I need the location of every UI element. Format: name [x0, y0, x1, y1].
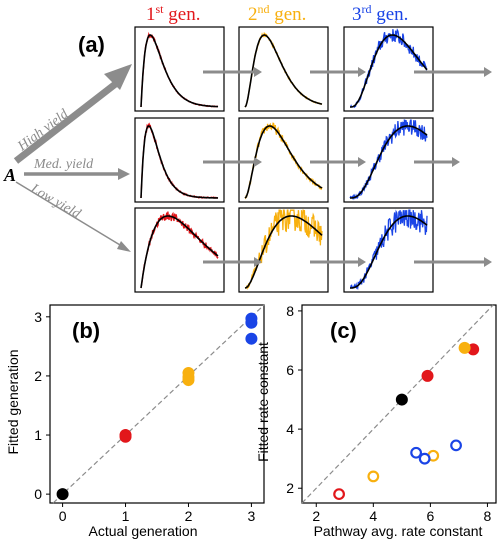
panel-b-xtick-label: 3	[248, 508, 256, 524]
mini-panels	[134, 26, 434, 293]
panel-c-point	[395, 393, 408, 406]
panel-b: (b) Actual generation Fitted generation …	[5, 304, 265, 539]
fit-curve-r3-c3	[350, 215, 428, 289]
gen-arrowhead-r2-s2	[358, 157, 366, 167]
panel-b-point	[56, 488, 69, 501]
panel-c-ytick-label: 2	[286, 480, 294, 496]
fit-curve-r2-c3	[350, 125, 428, 199]
fit-curve-r2-c2	[244, 125, 323, 199]
low-yield-label: Low yield	[27, 181, 84, 222]
panel-c-xtick-label: 4	[369, 508, 377, 524]
gen-arrowhead-r3-s1	[254, 257, 262, 267]
panel-c-plot: 2 4 6 8 2 4 6 8	[286, 303, 497, 524]
gen-arrowhead-r2-s3	[452, 157, 460, 167]
panel-b-point	[245, 316, 258, 329]
high-yield-arrow-shaft	[13, 79, 121, 164]
fit-curve-r3-c1	[140, 215, 219, 289]
panel-b-diagonal-line	[52, 304, 265, 504]
panel-c-point-open	[450, 439, 462, 452]
mini-panel-r1-c3	[343, 26, 434, 112]
panel-c-point-open	[418, 452, 431, 465]
panel-a-label: (a)	[78, 32, 105, 57]
panel-b-point	[119, 430, 132, 443]
panel-c-label: (c)	[330, 318, 357, 343]
panel-c-xtick-label: 6	[426, 508, 434, 524]
panel-b-ytick-label: 1	[34, 427, 42, 443]
panel-b-point	[182, 374, 195, 387]
header-gen3: 3rd gen.	[352, 2, 408, 25]
panel-b-xlabel: Actual generation	[89, 523, 198, 539]
panel-c-ylabel: Fitted rate constant	[255, 342, 271, 462]
panel-b-axes-frame	[49, 304, 265, 504]
panel-b-ytick-label: 0	[34, 486, 42, 502]
panel-c-ytick-label: 8	[286, 303, 294, 319]
panel-c-point-open	[333, 488, 345, 501]
generation-arrows	[203, 67, 492, 267]
panel-b-ytick-label: 2	[34, 368, 42, 384]
med-yield-arrowhead	[118, 168, 130, 180]
gen-arrowhead-r3-s2	[358, 257, 366, 267]
panel-b-xtick-label: 2	[185, 508, 193, 524]
gen-arrowhead-r3-s3	[484, 257, 492, 267]
panel-a: (a) 1st gen. 2nd gen. 3rd gen. A High yi…	[3, 2, 492, 293]
high-yield-arrowhead	[104, 64, 132, 90]
fit-curve-r2-c1	[140, 125, 218, 199]
panel-c-point	[458, 341, 471, 354]
panel-b-ylabel: Fitted generation	[5, 349, 21, 454]
mini-panel-r1-c1	[134, 26, 225, 112]
panel-c-point	[421, 369, 434, 382]
panel-c-xtick-label: 8	[484, 508, 492, 524]
low-yield-arrowhead	[117, 241, 131, 252]
panel-b-xtick-label: 0	[59, 508, 67, 524]
panel-c-xtick-label: 2	[312, 508, 320, 524]
panel-b-point	[245, 332, 258, 345]
gen-arrowhead-r1-s1	[254, 67, 262, 77]
mini-panel-r2-c1	[134, 117, 225, 203]
fit-curve-r1-c1	[140, 34, 218, 108]
panel-c-diagonal-line	[301, 304, 494, 504]
panel-b-xtick-label: 1	[122, 508, 130, 524]
panel-c-xlabel: Pathway avg. rate constant	[314, 523, 483, 539]
panel-b-label: (b)	[72, 318, 100, 343]
low-yield-arrow-shaft	[15, 181, 126, 249]
start-species-label: A	[3, 165, 16, 185]
fit-curve-r1-c2	[244, 34, 323, 108]
panel-b-plot: 0 1 2 3 0 1 2 3	[34, 304, 265, 524]
header-gen1: 1st gen.	[146, 2, 200, 25]
panel-c-ytick-label: 4	[286, 421, 294, 437]
header-gen2: 2nd gen.	[248, 2, 306, 25]
gen-arrowhead-r1-s2	[358, 67, 366, 77]
panel-c: (c) Pathway avg. rate constant Fitted ra…	[255, 303, 497, 539]
data-trace-r2-c3	[349, 119, 428, 201]
panel-c-ytick-label: 6	[286, 362, 294, 378]
panel-b-ytick-label: 3	[34, 309, 42, 325]
panel-c-axes-frame	[301, 304, 497, 504]
fit-curve-r1-c3	[350, 34, 428, 108]
high-yield-label: High yield	[15, 106, 73, 155]
panel-c-point-open	[367, 470, 380, 483]
gen-arrowhead-r1-s3	[484, 67, 492, 77]
gen-arrowhead-r2-s1	[254, 157, 262, 167]
panel-c-point-open	[410, 446, 423, 459]
med-yield-label: Med. yield	[33, 157, 94, 172]
mini-panel-r2-c2	[238, 117, 329, 203]
